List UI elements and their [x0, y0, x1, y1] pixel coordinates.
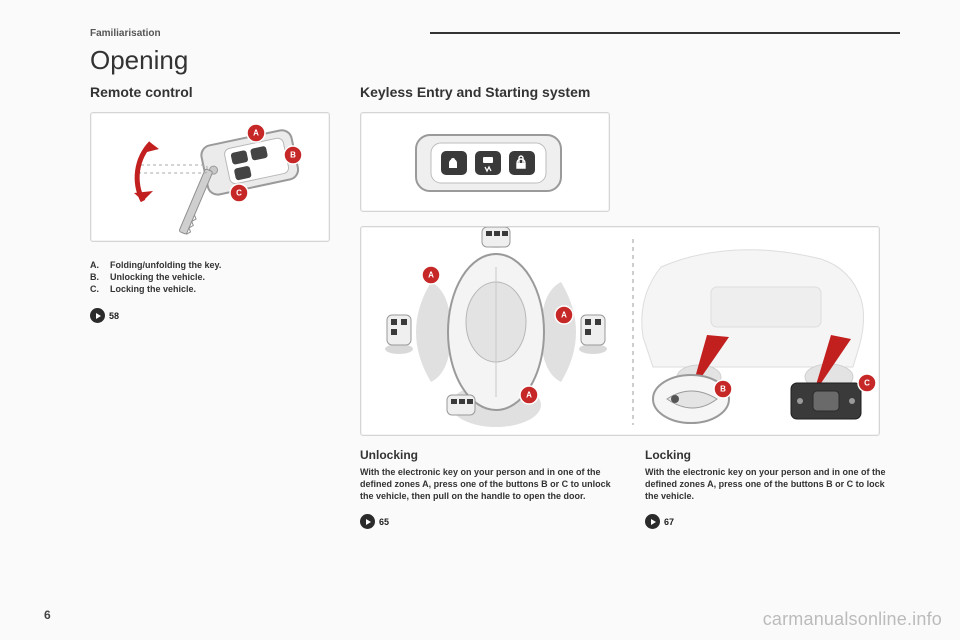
unlocking-body: With the electronic key on your person a… — [360, 466, 615, 502]
remote-legend: A. Folding/unfolding the key. B. Unlocki… — [90, 260, 330, 294]
unlocking-block: Unlocking With the electronic key on you… — [360, 448, 615, 530]
keyless-heading: Keyless Entry and Starting system — [360, 84, 900, 100]
unlocking-heading: Unlocking — [360, 448, 615, 462]
locking-block: Locking With the electronic key on your … — [645, 448, 900, 530]
page-ref-number: 65 — [379, 517, 389, 527]
play-icon — [645, 514, 660, 529]
locking-heading: Locking — [645, 448, 900, 462]
legend-text: Unlocking the vehicle. — [110, 272, 205, 282]
legend-key: C. — [90, 284, 104, 294]
locking-body: With the electronic key on your person a… — [645, 466, 900, 502]
remote-section: Remote control — [90, 84, 330, 530]
page-title: Opening — [90, 45, 900, 76]
legend-row-a: A. Folding/unfolding the key. — [90, 260, 330, 270]
keyless-zones-figure: A A A — [360, 226, 880, 436]
svg-text:C: C — [864, 379, 870, 388]
legend-key: B. — [90, 272, 104, 282]
legend-text: Folding/unfolding the key. — [110, 260, 221, 270]
svg-text:A: A — [253, 129, 259, 138]
page-number: 6 — [44, 608, 51, 622]
remote-key-figure: A B C — [90, 112, 330, 242]
content-columns: Remote control — [90, 84, 900, 530]
page-ref-unlocking: 65 — [360, 514, 389, 529]
svg-text:A: A — [428, 271, 434, 280]
svg-text:B: B — [290, 151, 296, 160]
remote-heading: Remote control — [90, 84, 330, 100]
keyless-text-columns: Unlocking With the electronic key on you… — [360, 448, 900, 530]
page-ref-remote: 58 — [90, 308, 119, 323]
svg-text:B: B — [720, 385, 726, 394]
legend-row-b: B. Unlocking the vehicle. — [90, 272, 330, 282]
page-ref-number: 67 — [664, 517, 674, 527]
keyless-section: Keyless Entry and Starting system — [360, 84, 900, 530]
play-icon — [360, 514, 375, 529]
legend-key: A. — [90, 260, 104, 270]
svg-text:C: C — [236, 189, 242, 198]
svg-text:A: A — [561, 311, 567, 320]
manual-page: Familiarisation Opening Remote control — [0, 0, 960, 640]
legend-text: Locking the vehicle. — [110, 284, 196, 294]
page-ref-locking: 67 — [645, 514, 674, 529]
legend-row-c: C. Locking the vehicle. — [90, 284, 330, 294]
play-icon — [90, 308, 105, 323]
svg-text:A: A — [526, 391, 532, 400]
keyless-fob-figure — [360, 112, 610, 212]
watermark: carmanualsonline.info — [763, 609, 942, 630]
top-rule — [430, 32, 900, 34]
page-ref-number: 58 — [109, 311, 119, 321]
